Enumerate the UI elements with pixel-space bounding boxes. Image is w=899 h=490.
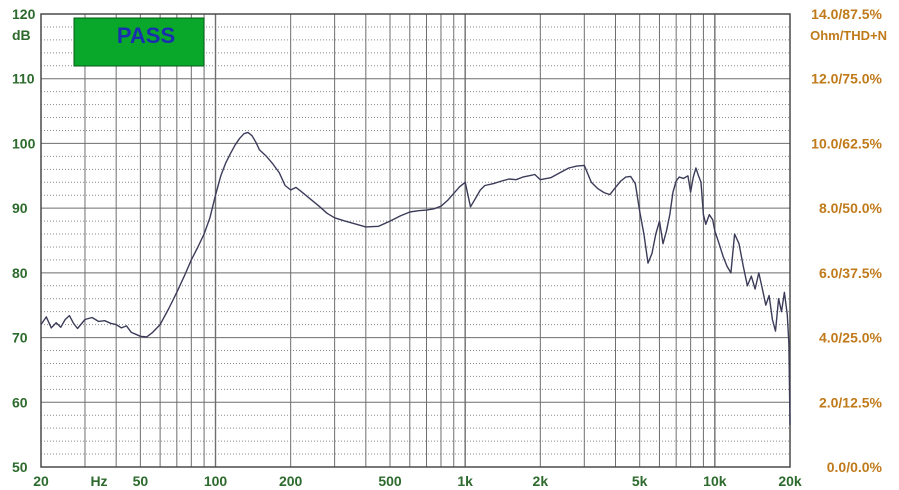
x-tick-label: 20 xyxy=(33,473,49,489)
right-tick-label: 4.0/25.0% xyxy=(819,330,883,346)
right-axis-unit: Ohm/THD+N xyxy=(810,28,887,43)
spl-series-line xyxy=(40,131,791,425)
x-tick-label: 50 xyxy=(133,473,149,489)
grid xyxy=(40,13,791,468)
x-tick-label: 500 xyxy=(378,473,402,489)
pass-badge: PASS xyxy=(73,17,205,67)
right-tick-label: 8.0/50.0% xyxy=(819,200,883,216)
x-tick-label: 1k xyxy=(457,473,473,489)
right-axis: 0.0/0.0% 2.0/12.5% 4.0/25.0% 6.0/37.5% 8.0/5… xyxy=(811,6,882,475)
x-axis-unit: Hz xyxy=(90,473,107,489)
x-tick-label: 2k xyxy=(533,473,549,489)
left-axis: 50 60 70 80 90 100 110 120 xyxy=(12,6,36,475)
right-tick-label: 10.0/62.5% xyxy=(811,135,882,151)
y-tick-label: 70 xyxy=(12,330,28,346)
x-tick-label: 20k xyxy=(778,473,802,489)
x-tick-label: 5k xyxy=(632,473,648,489)
y-tick-label: 80 xyxy=(12,265,28,281)
x-axis: 20 50 100 200 500 1k 2k 5k 10k 20k xyxy=(33,473,802,489)
left-axis-unit: dB xyxy=(12,27,31,43)
pass-badge-label: PASS xyxy=(117,23,175,48)
right-tick-label: 12.0/75.0% xyxy=(811,71,882,87)
y-tick-label: 100 xyxy=(12,135,36,151)
y-tick-label: 110 xyxy=(12,71,35,87)
y-tick-label: 60 xyxy=(12,394,28,410)
right-tick-label: 6.0/37.5% xyxy=(819,265,883,281)
right-tick-label: 0.0/0.0% xyxy=(827,459,883,475)
plot-frame xyxy=(40,13,791,468)
right-tick-label: 2.0/12.5% xyxy=(819,394,883,410)
y-tick-label: 120 xyxy=(12,6,36,22)
series-layer xyxy=(40,131,791,425)
y-tick-label: 50 xyxy=(12,459,28,475)
x-tick-label: 10k xyxy=(703,473,727,489)
x-tick-label: 100 xyxy=(204,473,228,489)
y-tick-label: 90 xyxy=(12,200,28,216)
x-tick-label: 200 xyxy=(279,473,303,489)
right-tick-label: 14.0/87.5% xyxy=(811,6,882,22)
